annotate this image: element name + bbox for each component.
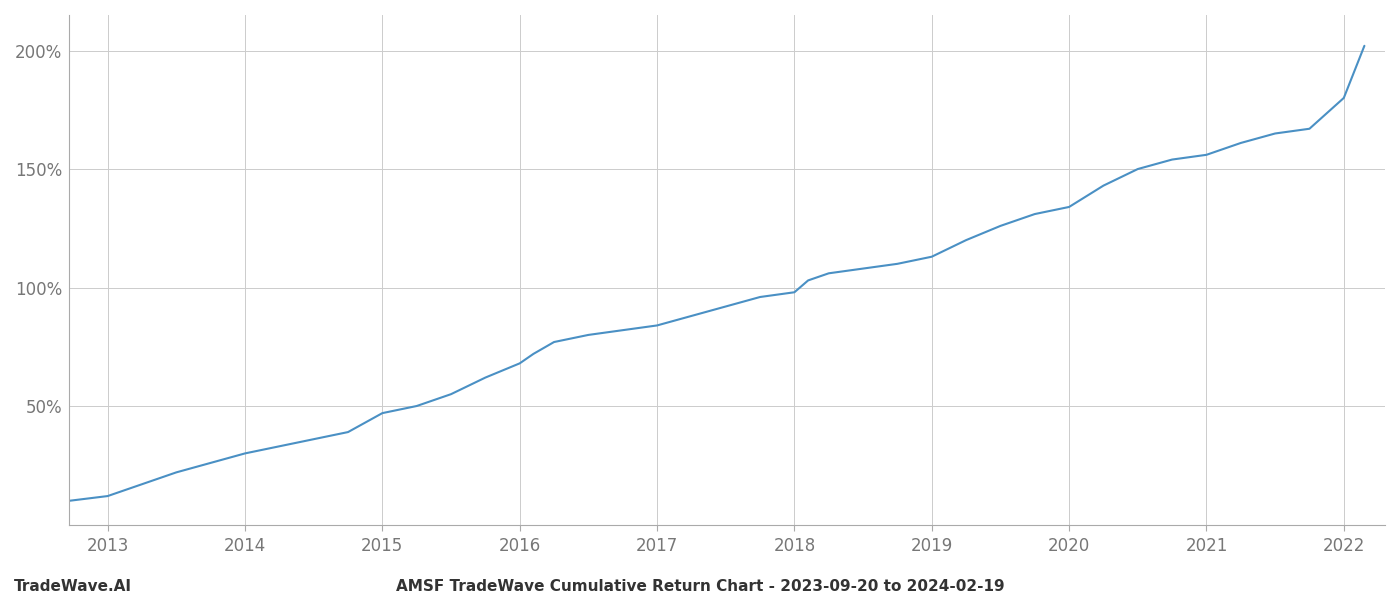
Text: AMSF TradeWave Cumulative Return Chart - 2023-09-20 to 2024-02-19: AMSF TradeWave Cumulative Return Chart -… bbox=[396, 579, 1004, 594]
Text: TradeWave.AI: TradeWave.AI bbox=[14, 579, 132, 594]
